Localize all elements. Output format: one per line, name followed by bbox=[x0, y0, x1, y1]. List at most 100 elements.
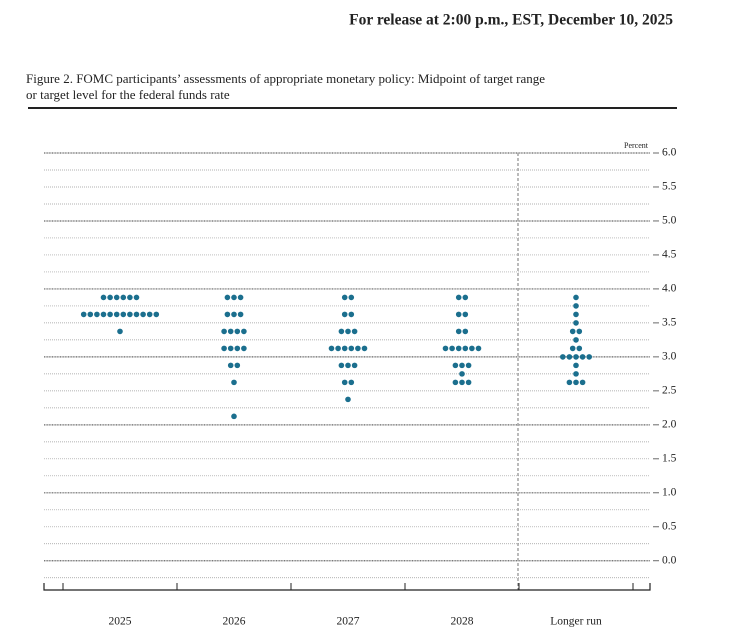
dot bbox=[227, 345, 234, 352]
y-tick-label: 1.5 bbox=[662, 452, 677, 464]
dot bbox=[462, 311, 469, 318]
y-tick-label: 1.0 bbox=[662, 486, 677, 498]
dot bbox=[579, 354, 586, 360]
y-tick-label: 3.5 bbox=[662, 317, 677, 329]
dot bbox=[231, 294, 237, 301]
dot bbox=[345, 328, 351, 335]
dot bbox=[459, 371, 465, 377]
dot bbox=[231, 311, 237, 318]
dot bbox=[127, 311, 133, 318]
dot bbox=[586, 354, 592, 360]
x-tick-label: 2026 bbox=[223, 616, 246, 628]
dot bbox=[348, 379, 355, 386]
y-tick-label: 2.0 bbox=[662, 418, 677, 430]
dot bbox=[221, 345, 227, 352]
dot bbox=[569, 345, 576, 352]
dot bbox=[351, 362, 358, 369]
dot bbox=[100, 294, 107, 301]
dot bbox=[345, 396, 351, 403]
dot bbox=[237, 311, 244, 318]
dot bbox=[100, 311, 107, 318]
dot bbox=[573, 379, 579, 386]
dot bbox=[579, 379, 586, 386]
dot bbox=[341, 345, 348, 352]
dot bbox=[475, 345, 482, 352]
dot bbox=[133, 294, 140, 301]
dot bbox=[335, 345, 341, 352]
dot bbox=[355, 345, 361, 352]
dot bbox=[227, 328, 234, 335]
dot bbox=[237, 294, 244, 301]
dot bbox=[80, 311, 87, 318]
chart-title: or target level for the federal funds ra… bbox=[26, 87, 230, 102]
x-tick-label: 2027 bbox=[337, 616, 360, 628]
dot bbox=[449, 345, 455, 352]
dot bbox=[573, 294, 579, 301]
dot bbox=[227, 362, 234, 369]
dot bbox=[345, 362, 351, 369]
y-tick-label: 2.5 bbox=[662, 385, 677, 397]
dot bbox=[462, 294, 469, 301]
dot bbox=[120, 294, 127, 301]
dot bbox=[566, 354, 573, 360]
dot bbox=[573, 371, 579, 377]
dot bbox=[221, 328, 227, 335]
dot bbox=[234, 328, 241, 335]
dot bbox=[341, 379, 348, 386]
dot bbox=[120, 311, 127, 318]
dot bbox=[573, 311, 579, 318]
dot bbox=[328, 345, 335, 352]
dot bbox=[348, 311, 355, 318]
dot bbox=[560, 354, 566, 360]
y-tick-label: 0.5 bbox=[662, 520, 677, 532]
dot bbox=[338, 328, 345, 335]
dot bbox=[452, 362, 459, 369]
dot bbox=[455, 345, 462, 352]
y-tick-label: 5.0 bbox=[662, 215, 677, 227]
dot bbox=[459, 362, 465, 369]
dot bbox=[338, 362, 345, 369]
dot bbox=[348, 294, 355, 301]
y-tick-label: 0.0 bbox=[662, 554, 677, 566]
dot bbox=[566, 379, 573, 386]
x-tick-label: 2028 bbox=[451, 616, 474, 628]
dot bbox=[361, 345, 368, 352]
dot bbox=[569, 328, 576, 335]
x-tick-label: Longer run bbox=[550, 616, 602, 628]
dot bbox=[465, 362, 472, 369]
y-tick-label: 4.5 bbox=[662, 249, 677, 261]
y-tick-label: 6.0 bbox=[662, 147, 677, 159]
dot bbox=[573, 303, 579, 309]
dot bbox=[351, 328, 358, 335]
dot bbox=[87, 311, 94, 318]
y-tick-label: 4.0 bbox=[662, 283, 677, 295]
dot bbox=[127, 294, 133, 301]
dot bbox=[231, 413, 237, 420]
dot bbox=[231, 379, 237, 386]
dot bbox=[455, 328, 462, 335]
dot bbox=[462, 345, 469, 352]
dot bbox=[455, 294, 462, 301]
dot bbox=[133, 311, 140, 318]
dot bbox=[234, 345, 241, 352]
y-unit-label: Percent bbox=[624, 141, 649, 150]
dot bbox=[241, 328, 247, 335]
y-tick-label: 5.5 bbox=[662, 181, 677, 193]
dot bbox=[452, 379, 459, 386]
dot bbox=[576, 328, 583, 335]
dot bbox=[241, 345, 247, 352]
dot bbox=[107, 294, 113, 301]
dot bbox=[573, 362, 579, 369]
dot bbox=[573, 337, 579, 343]
dot bbox=[462, 328, 469, 335]
dot bbox=[576, 345, 583, 352]
y-tick-label: 3.0 bbox=[662, 351, 677, 363]
release-header: For release at 2:00 p.m., EST, December … bbox=[349, 12, 673, 29]
dot bbox=[146, 311, 153, 318]
dot bbox=[153, 311, 160, 318]
dot bbox=[224, 311, 231, 318]
dot bbox=[465, 379, 472, 386]
x-tick-label: 2025 bbox=[109, 616, 132, 628]
